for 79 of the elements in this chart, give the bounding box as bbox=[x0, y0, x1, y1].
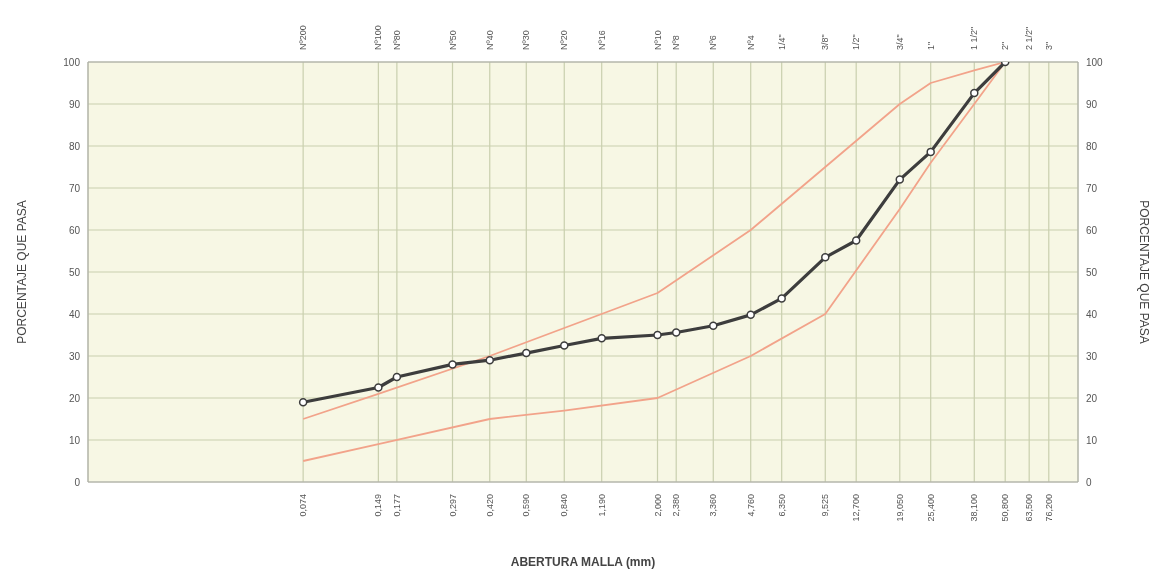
y-tick-label: 0 bbox=[74, 476, 81, 488]
x-tick-label: 2,380 bbox=[671, 494, 682, 517]
text: 1/2" bbox=[851, 34, 862, 50]
y2-tick-label: 50 bbox=[1086, 266, 1098, 278]
point bbox=[970, 88, 979, 98]
y2-tick-label: 90 bbox=[1086, 98, 1098, 110]
x-tick-label: 25,400 bbox=[925, 494, 936, 522]
point bbox=[485, 355, 494, 365]
text: Nº40 bbox=[484, 30, 495, 50]
text: 1" bbox=[925, 41, 936, 50]
point bbox=[522, 348, 531, 358]
y2-tick-label: 70 bbox=[1086, 182, 1098, 194]
point bbox=[560, 341, 569, 350]
point bbox=[374, 383, 383, 392]
y2-tick-label: 100 bbox=[1086, 56, 1104, 68]
point bbox=[448, 360, 457, 369]
x-axis-title: ABERTURA MALLA (mm) bbox=[510, 555, 656, 569]
x-tick-label: 12,700 bbox=[851, 494, 862, 522]
text: Nº6 bbox=[708, 35, 719, 50]
text: Nº20 bbox=[559, 30, 570, 50]
x-tick-label: 76,200 bbox=[1043, 494, 1054, 522]
x-tick-label: 0,840 bbox=[559, 494, 570, 517]
text: Nº80 bbox=[391, 30, 402, 50]
text: Nº16 bbox=[596, 30, 607, 50]
y-tick-label: 10 bbox=[68, 434, 81, 446]
text: Nº4 bbox=[745, 35, 756, 50]
text: 3" bbox=[1043, 41, 1054, 50]
text: Nº200 bbox=[298, 25, 309, 50]
x-tick-label: 38,100 bbox=[969, 494, 980, 522]
y-tick-label: 70 bbox=[68, 182, 81, 194]
x-tick-label: 0,074 bbox=[298, 494, 309, 517]
point bbox=[746, 310, 755, 320]
point bbox=[597, 334, 606, 343]
x-tick-label: 6,350 bbox=[776, 494, 787, 517]
y2-axis-title: PORCENTAJE QUE PASA bbox=[1136, 200, 1151, 344]
y-tick-label: 30 bbox=[68, 350, 81, 362]
x-tick-label: 0,177 bbox=[391, 494, 402, 517]
y2-tick-label: 30 bbox=[1086, 350, 1098, 362]
x-tick-label: 0,149 bbox=[373, 494, 384, 517]
text: 3/8" bbox=[820, 34, 831, 50]
x-tick-label: 63,500 bbox=[1024, 494, 1035, 522]
y2-tick-label: 0 bbox=[1086, 476, 1092, 488]
x-tick-label: 0,297 bbox=[447, 494, 458, 517]
y-tick-label: 90 bbox=[68, 98, 81, 110]
x-tick-label: 2,000 bbox=[652, 494, 663, 517]
x-tick-label: 3,360 bbox=[708, 494, 719, 517]
y-tick-label: 80 bbox=[68, 140, 81, 152]
text: 1 1/2" bbox=[969, 26, 980, 50]
y2-tick-label: 80 bbox=[1086, 140, 1098, 152]
x-tick-label: 0,590 bbox=[521, 494, 532, 517]
point bbox=[821, 253, 830, 262]
text: Nº8 bbox=[671, 35, 682, 50]
y-tick-label: 50 bbox=[68, 266, 81, 278]
text: Nº10 bbox=[652, 30, 663, 50]
y2-tick-label: 20 bbox=[1086, 392, 1098, 404]
point bbox=[709, 321, 718, 331]
y2-tick-label: 60 bbox=[1086, 224, 1098, 236]
text: Nº100 bbox=[373, 25, 384, 50]
point bbox=[895, 175, 905, 184]
text: 3/4" bbox=[894, 34, 905, 50]
x-tick-label: 4,760 bbox=[745, 494, 756, 517]
text: 1/4" bbox=[776, 34, 787, 50]
x-tick-label: 1,190 bbox=[596, 494, 607, 517]
text: 2 1/2" bbox=[1024, 26, 1035, 50]
point bbox=[671, 328, 681, 337]
x-tick-label: 19,050 bbox=[894, 494, 905, 522]
text: Nº50 bbox=[447, 30, 458, 50]
x-tick-label: 50,800 bbox=[1000, 494, 1011, 522]
y2-tick-label: 10 bbox=[1086, 434, 1098, 446]
y-tick-label: 40 bbox=[68, 308, 81, 320]
y-tick-label: 20 bbox=[68, 392, 81, 404]
text: 2" bbox=[1000, 41, 1011, 50]
y-tick-label: 100 bbox=[63, 56, 81, 68]
x-tick-label: 0,420 bbox=[484, 494, 495, 517]
y2-tick-label: 40 bbox=[1086, 308, 1098, 320]
y-axis-title: PORCENTAJE QUE PASA bbox=[15, 200, 30, 344]
x-tick-label: 9,525 bbox=[820, 494, 831, 517]
text: Nº30 bbox=[521, 30, 532, 50]
y-tick-label: 60 bbox=[68, 224, 81, 236]
